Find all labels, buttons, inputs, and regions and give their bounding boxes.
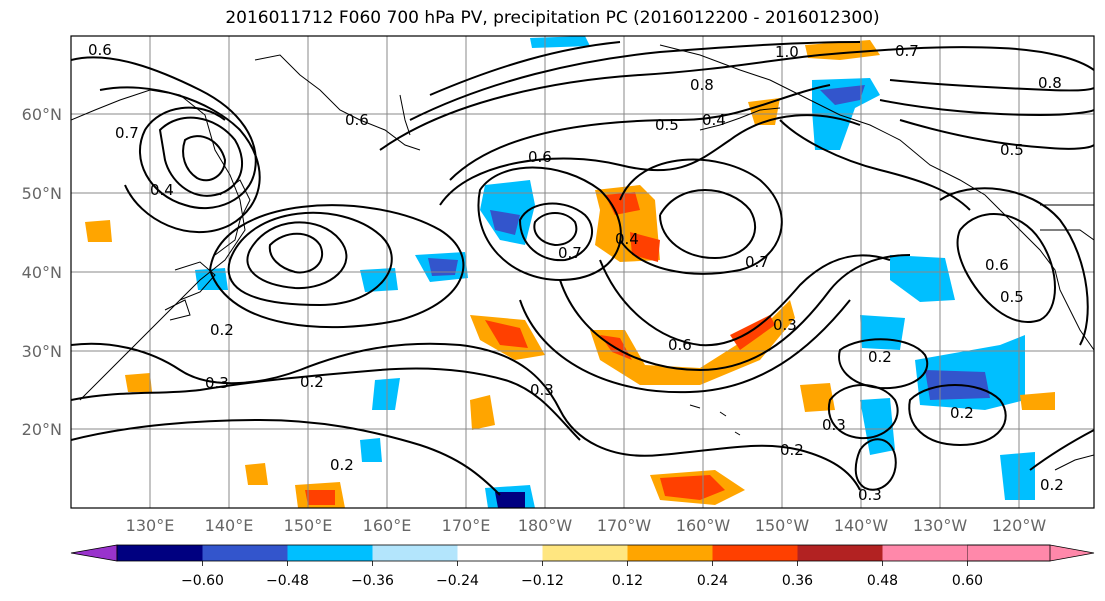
colorbar-tick-label: 0.24 bbox=[697, 573, 728, 589]
lat-label: 60°N bbox=[22, 105, 62, 124]
contour-label: 0.5 bbox=[1000, 141, 1024, 159]
colorbar-tick-label: −0.12 bbox=[521, 573, 564, 589]
colorbar-extend-right bbox=[967, 544, 1095, 562]
lat-label: 30°N bbox=[22, 342, 62, 361]
contour-label: 0.4 bbox=[615, 230, 639, 248]
lon-label: 150°E bbox=[284, 516, 333, 535]
contour-label: 0.4 bbox=[150, 181, 174, 199]
lat-label: 50°N bbox=[22, 184, 62, 203]
lon-label: 170°W bbox=[597, 516, 652, 535]
colorbar-tick-label: 0.48 bbox=[867, 573, 898, 589]
contour-label: 0.3 bbox=[822, 416, 846, 434]
lat-label: 20°N bbox=[22, 420, 62, 439]
colorbar-segment bbox=[287, 545, 373, 561]
contour-label: 0.4 bbox=[702, 111, 726, 129]
lon-label: 180°W bbox=[518, 516, 573, 535]
colorbar-tick-label: −0.60 bbox=[181, 573, 224, 589]
contour-label: 0.2 bbox=[330, 456, 354, 474]
contour-label: 0.7 bbox=[895, 42, 919, 60]
contour-label: 0.5 bbox=[1000, 288, 1024, 306]
contour-label: 0.3 bbox=[205, 374, 229, 392]
contour-label: 0.2 bbox=[210, 321, 234, 339]
contour-label: 0.8 bbox=[1038, 74, 1062, 92]
colorbar-extend-left bbox=[70, 544, 118, 562]
colorbar: −0.60 −0.48 −0.36 −0.24 −0.12 0.12 0.24 … bbox=[70, 544, 1095, 589]
lon-label: 160°W bbox=[676, 516, 731, 535]
contour-label: 0.3 bbox=[858, 486, 882, 504]
contour-label: 0.7 bbox=[115, 124, 139, 142]
map-frame bbox=[70, 35, 1095, 509]
contour-label: 0.2 bbox=[300, 373, 324, 391]
colorbar-segment bbox=[882, 545, 968, 561]
contour-label: 0.7 bbox=[558, 244, 582, 262]
lon-label: 170°E bbox=[442, 516, 491, 535]
contour-label-group: 0.6 1.0 0.7 0.8 0.5 0.6 0.8 0.4 0.5 0.6 … bbox=[88, 41, 1064, 504]
contour-label: 0.8 bbox=[690, 76, 714, 94]
contour-label: 0.3 bbox=[530, 381, 554, 399]
lon-label: 150°W bbox=[755, 516, 810, 535]
colorbar-tick-label: 0.36 bbox=[782, 573, 813, 589]
contour-label: 0.6 bbox=[88, 41, 112, 59]
colorbar-tick-label: −0.36 bbox=[351, 573, 394, 589]
contour-label: 0.5 bbox=[655, 116, 679, 134]
contour-label: 0.2 bbox=[950, 404, 974, 422]
lon-label: 140°W bbox=[834, 516, 889, 535]
lon-label: 120°W bbox=[992, 516, 1047, 535]
colorbar-segment bbox=[117, 545, 203, 561]
lon-label: 130°E bbox=[126, 516, 175, 535]
colorbar-segment bbox=[202, 545, 288, 561]
colorbar-segment bbox=[457, 545, 543, 561]
colorbar-segment bbox=[797, 545, 883, 561]
colorbar-tick-label: 0.60 bbox=[952, 573, 983, 589]
colorbar-tick-label: 0.12 bbox=[612, 573, 643, 589]
colorbar-segment bbox=[712, 545, 798, 561]
map-title: 2016011712 F060 700 hPa PV, precipitatio… bbox=[225, 8, 880, 28]
pv-contours bbox=[71, 41, 1094, 496]
colorbar-tick-label: −0.48 bbox=[266, 573, 309, 589]
lon-label: 160°E bbox=[363, 516, 412, 535]
contour-label: 0.3 bbox=[773, 316, 797, 334]
colorbar-segment bbox=[627, 545, 713, 561]
colorbar-tick-label: −0.24 bbox=[436, 573, 479, 589]
contour-label: 0.7 bbox=[745, 253, 769, 271]
colorbar-segment bbox=[372, 545, 458, 561]
contour-label: 0.6 bbox=[528, 148, 552, 166]
contour-label: 0.2 bbox=[780, 441, 804, 459]
contour-label: 1.0 bbox=[775, 43, 799, 61]
latitude-labels: 60°N 50°N 40°N 30°N 20°N bbox=[22, 105, 62, 439]
colorbar-ticks bbox=[202, 561, 968, 566]
colorbar-segment bbox=[542, 545, 628, 561]
contour-label: 0.6 bbox=[985, 256, 1009, 274]
longitude-labels: 130°E 140°E 150°E 160°E 170°E 180°W 170°… bbox=[126, 516, 1047, 535]
contour-label: 0.2 bbox=[868, 348, 892, 366]
lat-lon-gridlines bbox=[71, 36, 1094, 508]
lon-label: 140°E bbox=[205, 516, 254, 535]
lon-label: 130°W bbox=[913, 516, 968, 535]
contour-label: 0.2 bbox=[1040, 476, 1064, 494]
contour-label: 0.6 bbox=[345, 111, 369, 129]
lat-label: 40°N bbox=[22, 263, 62, 282]
colorbar-frame bbox=[116, 544, 1051, 562]
contour-label: 0.6 bbox=[668, 336, 692, 354]
